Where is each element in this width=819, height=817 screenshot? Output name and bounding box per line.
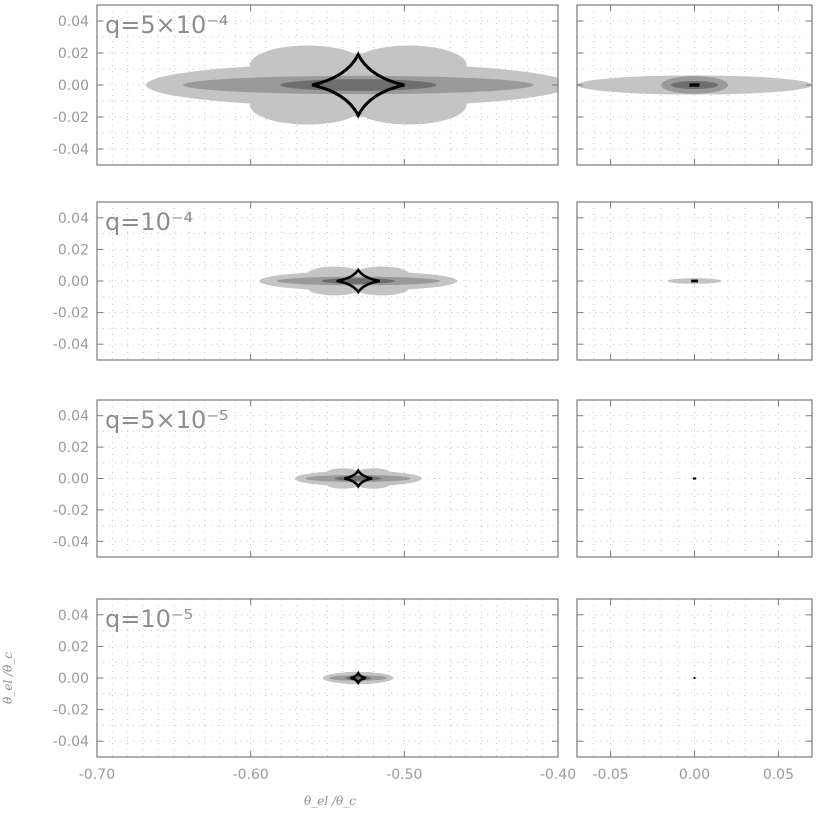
dark-contour-center	[345, 676, 372, 680]
panel-row2-right	[576, 201, 813, 361]
panel-row3-left: 0.04 0.02 0.00 -0.02 -0.04 q=5×10⁻⁵	[53, 399, 559, 558]
panel-row1-left: 0.04 0.02 0.00 -0.02 -0.04 q=5×10⁻⁴	[53, 4, 559, 166]
y-tick-label: 0.04	[58, 608, 89, 624]
x-tick-label: -0.40	[540, 767, 576, 783]
panel-row1-right	[576, 4, 813, 166]
panel-plot-area	[97, 400, 558, 557]
caustic-curve	[691, 279, 698, 283]
y-tick-label: 0.00	[58, 274, 89, 290]
x-tick-label: 0.00	[679, 767, 710, 783]
y-tick-label: -0.04	[53, 734, 89, 750]
dark-contour-center	[279, 79, 437, 91]
panel-row2-left: 0.04 0.02 0.00 -0.02 -0.04 q=10⁻⁴	[53, 201, 559, 361]
panel-row4-left: 0.04 0.02 0.00 -0.02 -0.04 q=10⁻⁵	[53, 598, 559, 758]
panel-q-label: q=10⁻⁵	[105, 605, 193, 633]
panel-q-label: q=5×10⁻⁵	[105, 406, 229, 434]
dark-contour-center	[321, 278, 395, 284]
caustic-curve	[693, 677, 696, 679]
panel-row4-right	[576, 598, 813, 758]
panel-row3-right	[576, 399, 813, 558]
y-tick-label: 0.00	[58, 671, 89, 687]
x-tick-label: -0.50	[386, 767, 422, 783]
panel-plot-area	[97, 5, 558, 165]
y-tick-label: 0.02	[58, 440, 89, 456]
panel-plot-area	[97, 202, 558, 360]
y-tick-label: -0.02	[53, 306, 89, 322]
y-tick-label: -0.02	[53, 503, 89, 519]
y-tick-label: 0.02	[58, 46, 89, 62]
y-tick-label: 0.00	[58, 78, 89, 94]
y-tick-label: -0.02	[53, 703, 89, 719]
panel-q-label: q=10⁻⁴	[105, 208, 193, 236]
caustic-curve	[344, 468, 373, 489]
y-tick-label: 0.04	[58, 409, 89, 425]
caustic-curve	[350, 670, 367, 686]
y-tick-label: -0.02	[53, 110, 89, 126]
y-tick-label: 0.00	[58, 472, 89, 488]
panel-plot-area	[577, 5, 812, 165]
y-tick-label: -0.04	[53, 534, 89, 550]
y-tick-label: 0.02	[58, 242, 89, 258]
x-tick-label: -0.60	[233, 767, 269, 783]
x-tick-label: -0.05	[592, 767, 628, 783]
y-tick-label: 0.04	[58, 211, 89, 227]
panel-plot-area	[97, 599, 558, 757]
y-tick-label: 0.04	[58, 14, 89, 30]
x-tick-label: -0.70	[79, 767, 115, 783]
x-tick-label: 0.05	[763, 767, 794, 783]
x-axis-label: θ_el /θ_c	[304, 794, 356, 808]
caustic-curve	[689, 83, 700, 87]
panel-plot-area	[577, 202, 812, 360]
panel-plot-area	[577, 400, 812, 557]
y-tick-label: -0.04	[53, 337, 89, 353]
caustic-curve	[336, 267, 380, 295]
y-tick-label: 0.02	[58, 639, 89, 655]
y-tick-label: -0.04	[53, 142, 89, 158]
dark-contour-center	[334, 476, 382, 481]
caustic-curve	[311, 51, 405, 119]
caustic-curve	[692, 477, 697, 480]
panel-plot-area	[577, 599, 812, 757]
panel-q-label: q=5×10⁻⁴	[105, 11, 229, 39]
y-axis-label: θ_el /θ_c	[1, 652, 15, 704]
